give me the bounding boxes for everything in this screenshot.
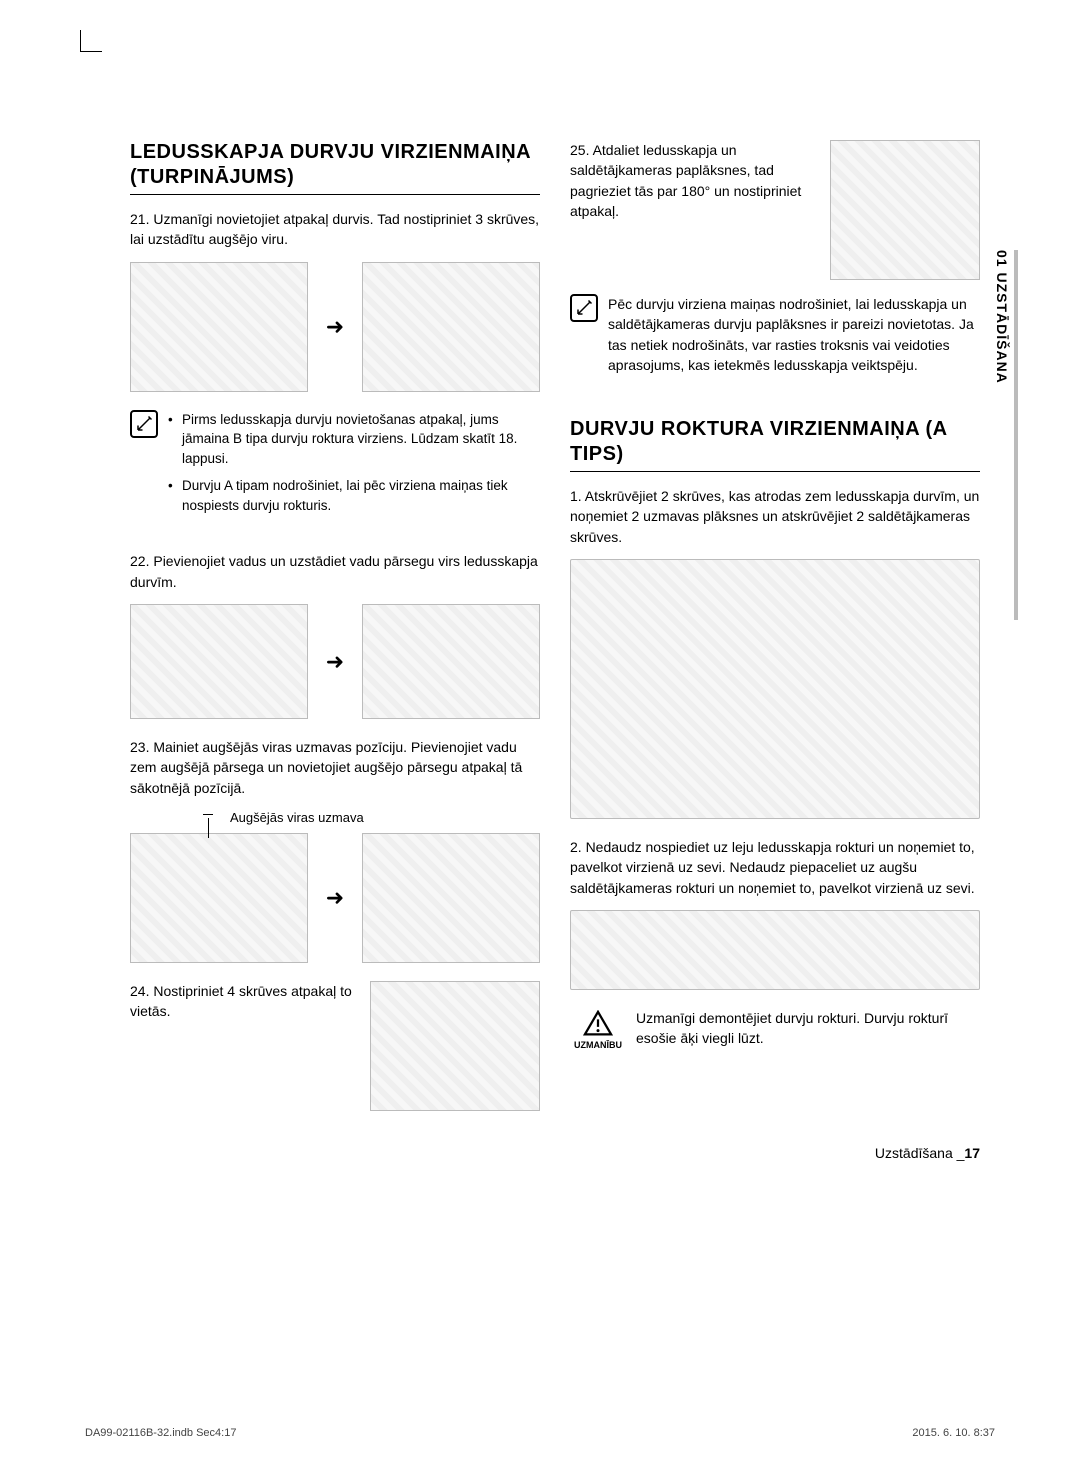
figure-a1 — [570, 559, 980, 819]
warning-icon — [583, 1008, 613, 1038]
figure-21b — [362, 262, 540, 392]
side-tab: 01 UZSTĀDĪŠANA — [994, 250, 1010, 384]
side-bar — [1014, 250, 1018, 620]
note-bullet-1: Pirms ledusskapja durvju novietošanas at… — [168, 410, 540, 469]
print-footer: DA99-02116B-32.indb Sec4:17 2015. 6. 10.… — [85, 1427, 995, 1439]
step-24: 24. Nostipriniet 4 skrūves atpakaļ to vi… — [130, 981, 354, 1022]
left-column: LEDUSSKAPJA DURVJU VIRZIENMAIŅA (TURPINĀ… — [130, 140, 540, 1111]
caption-23: Augšējās viras uzmava — [130, 810, 540, 825]
caption-23-text: Augšējās viras uzmava — [230, 810, 364, 825]
page-footer: Uzstādīšana _17 — [130, 1145, 980, 1161]
warning-icon-col: UZMANĪBU — [570, 1008, 626, 1050]
right-column: 25. Atdaliet ledusskapja un saldētājkame… — [570, 140, 980, 1111]
warning-text: Uzmanīgi demontējiet durvju rokturi. Dur… — [636, 1008, 980, 1049]
arrow-icon: ➜ — [326, 885, 344, 911]
footer-section: Uzstādīšana _ — [875, 1145, 965, 1161]
step-22: 22. Pievienojiet vadus un uzstādiet vadu… — [130, 551, 540, 592]
figure-23a — [130, 833, 308, 963]
step-25: 25. Atdaliet ledusskapja un saldētājkame… — [570, 140, 818, 280]
note-icon — [570, 294, 598, 322]
figure-22a — [130, 604, 308, 719]
print-footer-left: DA99-02116B-32.indb Sec4:17 — [85, 1427, 236, 1439]
step-a2: 2. Nedaudz nospiediet uz leju ledusskapj… — [570, 837, 980, 898]
figure-22b — [362, 604, 540, 719]
figure-25 — [830, 140, 980, 280]
figure-21a — [130, 262, 308, 392]
two-column-layout: LEDUSSKAPJA DURVJU VIRZIENMAIŅA (TURPINĀ… — [130, 140, 980, 1111]
note-block-1: Pirms ledusskapja durvju novietošanas at… — [130, 410, 540, 524]
note-text-2: Pēc durvju virziena maiņas nodrošiniet, … — [608, 294, 980, 375]
step-25-row: 25. Atdaliet ledusskapja un saldētājkame… — [570, 140, 980, 280]
figure-22: ➜ — [130, 604, 540, 719]
figure-23: ➜ — [130, 833, 540, 963]
section-heading-right: DURVJU ROKTURA VIRZIENMAIŅA (A TIPS) — [570, 417, 980, 472]
note-icon — [130, 410, 158, 438]
arrow-icon: ➜ — [326, 314, 344, 340]
figure-24 — [370, 981, 540, 1111]
warning-label: UZMANĪBU — [574, 1040, 622, 1050]
step-24-row: 24. Nostipriniet 4 skrūves atpakaļ to vi… — [130, 981, 540, 1111]
warning-block: UZMANĪBU Uzmanīgi demontējiet durvju rok… — [570, 1008, 980, 1050]
figure-a2 — [570, 910, 980, 990]
note-text-1: Pirms ledusskapja durvju novietošanas at… — [168, 410, 540, 524]
step-23: 23. Mainiet augšējās viras uzmavas pozīc… — [130, 737, 540, 798]
note-block-2: Pēc durvju virziena maiņas nodrošiniet, … — [570, 294, 980, 375]
print-footer-right: 2015. 6. 10. 8:37 — [912, 1427, 995, 1439]
note-bullet-2: Durvju A tipam nodrošiniet, lai pēc virz… — [168, 476, 540, 515]
page-content: LEDUSSKAPJA DURVJU VIRZIENMAIŅA (TURPINĀ… — [0, 0, 1080, 1221]
figure-21: ➜ — [130, 262, 540, 392]
section-heading-left: LEDUSSKAPJA DURVJU VIRZIENMAIŅA (TURPINĀ… — [130, 140, 540, 195]
step-21: 21. Uzmanīgi novietojiet atpakaļ durvis.… — [130, 209, 540, 250]
arrow-icon: ➜ — [326, 649, 344, 675]
footer-page: 17 — [964, 1145, 980, 1161]
figure-23b — [362, 833, 540, 963]
step-a1: 1. Atskrūvējiet 2 skrūves, kas atrodas z… — [570, 486, 980, 547]
